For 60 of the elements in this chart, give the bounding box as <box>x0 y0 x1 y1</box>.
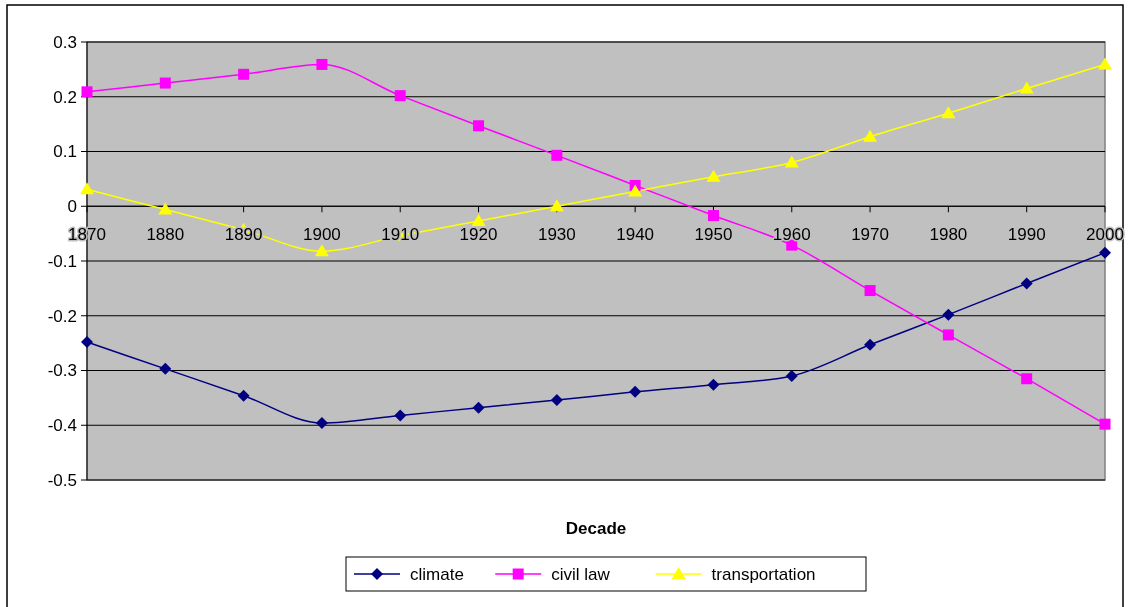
x-tick-label: 1930 <box>537 225 576 245</box>
point <box>784 155 799 168</box>
point <box>785 369 798 382</box>
point <box>80 182 94 195</box>
x-tick-label: 1990 <box>1007 225 1046 245</box>
point <box>1099 418 1111 430</box>
point <box>864 285 876 297</box>
y-tick-label: 0.1 <box>53 142 77 162</box>
x-tick-label: 1920 <box>459 225 498 245</box>
point <box>1099 246 1111 259</box>
point <box>707 210 719 222</box>
point <box>941 106 956 119</box>
legend-label: civil law <box>551 564 611 584</box>
point <box>315 417 328 430</box>
point <box>863 129 878 142</box>
y-tick-label: 0.3 <box>53 32 77 52</box>
x-axis-title: Decade <box>565 519 627 538</box>
point <box>1098 57 1112 70</box>
point <box>316 58 328 70</box>
point <box>942 308 955 321</box>
point <box>237 389 250 402</box>
point <box>551 149 563 161</box>
legend-label: climate <box>410 564 464 584</box>
point <box>549 199 564 212</box>
point <box>1020 277 1033 290</box>
point <box>472 401 485 414</box>
point <box>864 338 877 351</box>
point <box>706 169 721 182</box>
point <box>159 77 171 89</box>
legend-label: transportation <box>711 564 816 584</box>
point <box>1019 81 1034 94</box>
point <box>238 68 250 80</box>
point <box>159 362 172 375</box>
x-tick-label: 1980 <box>929 225 968 245</box>
point <box>629 385 642 398</box>
point <box>314 244 329 257</box>
y-tick-label: 0.2 <box>53 87 77 107</box>
y-tick-label: -0.4 <box>47 416 77 436</box>
point <box>471 214 486 227</box>
point <box>628 184 643 197</box>
y-tick-label: -0.2 <box>47 306 77 326</box>
point <box>158 202 173 215</box>
point <box>394 90 406 102</box>
point <box>550 394 563 407</box>
x-tick-label: 1960 <box>772 225 811 245</box>
x-tick-label: 1970 <box>851 225 889 245</box>
x-tick-label: 1880 <box>146 225 185 245</box>
point <box>473 120 485 132</box>
y-tick-label: -0.1 <box>47 251 77 271</box>
point <box>707 378 720 391</box>
point <box>1021 373 1033 385</box>
x-tick-label: 1900 <box>303 225 341 245</box>
x-tick-label: 1950 <box>694 225 733 245</box>
y-tick-label: 0 <box>67 197 77 217</box>
x-tick-label: 1940 <box>616 225 655 245</box>
point <box>81 336 93 349</box>
y-tick-label: -0.5 <box>47 470 77 490</box>
y-tick-label: -0.3 <box>47 361 77 381</box>
point <box>394 409 407 422</box>
point <box>942 329 954 341</box>
